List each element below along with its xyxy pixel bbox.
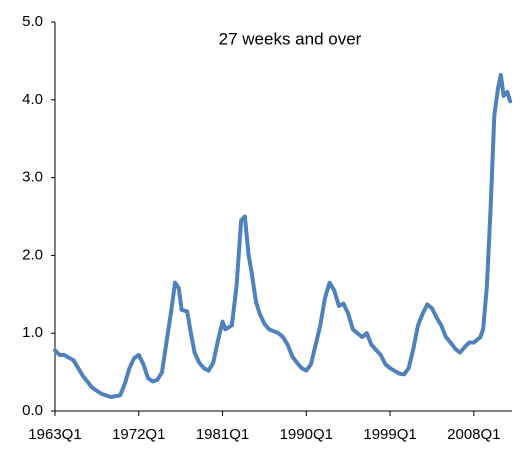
y-tick-label: 2.0	[22, 246, 43, 263]
x-tick-label: 1963Q1	[28, 426, 81, 443]
y-tick-label: 0.0	[22, 402, 43, 419]
y-tick-label: 1.0	[22, 324, 43, 341]
y-tick-label: 3.0	[22, 169, 43, 186]
y-tick-label: 5.0	[22, 13, 43, 30]
x-tick-label: 1999Q1	[363, 426, 416, 443]
x-tick-label: 1990Q1	[280, 426, 333, 443]
x-tick-label: 2008Q1	[447, 426, 500, 443]
chart-title: 27 weeks and over	[219, 29, 362, 48]
x-tick-label: 1981Q1	[196, 426, 249, 443]
x-tick-label: 1972Q1	[112, 426, 165, 443]
y-tick-label: 4.0	[22, 91, 43, 108]
data-line	[53, 72, 513, 399]
